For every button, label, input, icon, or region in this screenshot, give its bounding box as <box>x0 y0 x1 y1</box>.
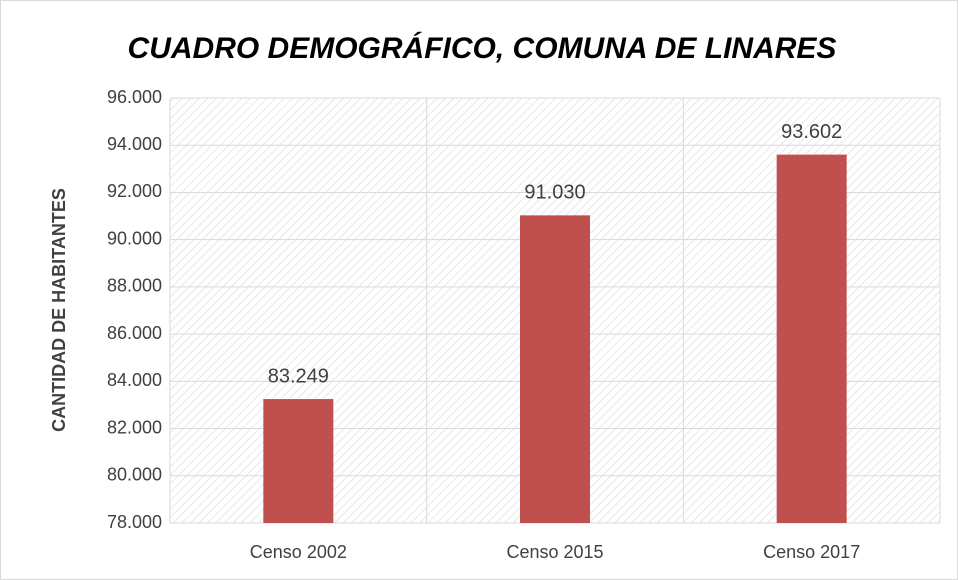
y-tick-label: 88.000 <box>107 276 162 296</box>
bar <box>776 154 847 523</box>
data-label: 83.249 <box>268 365 329 387</box>
y-tick-label: 92.000 <box>107 181 162 201</box>
y-tick-label: 84.000 <box>107 370 162 390</box>
y-tick-label: 96.000 <box>107 87 162 107</box>
data-label: 91.030 <box>524 182 585 204</box>
y-tick-label: 94.000 <box>107 134 162 154</box>
y-tick-label: 90.000 <box>107 228 162 248</box>
x-tick-label: Censo 2015 <box>506 542 603 562</box>
y-tick-label: 80.000 <box>107 465 162 485</box>
data-label: 93.602 <box>781 121 842 143</box>
y-tick-label: 78.000 <box>107 512 162 532</box>
bar <box>263 399 334 523</box>
x-tick-label: Censo 2002 <box>250 542 347 562</box>
x-tick-label: Censo 2017 <box>763 542 860 562</box>
bar <box>520 215 590 523</box>
y-tick-label: 82.000 <box>107 417 162 437</box>
chart-title: CUADRO DEMOGRÁFICO, COMUNA DE LINARES <box>128 31 837 65</box>
y-axis-label: CANTIDAD DE HABITANTES <box>49 188 69 432</box>
y-tick-label: 86.000 <box>107 323 162 343</box>
